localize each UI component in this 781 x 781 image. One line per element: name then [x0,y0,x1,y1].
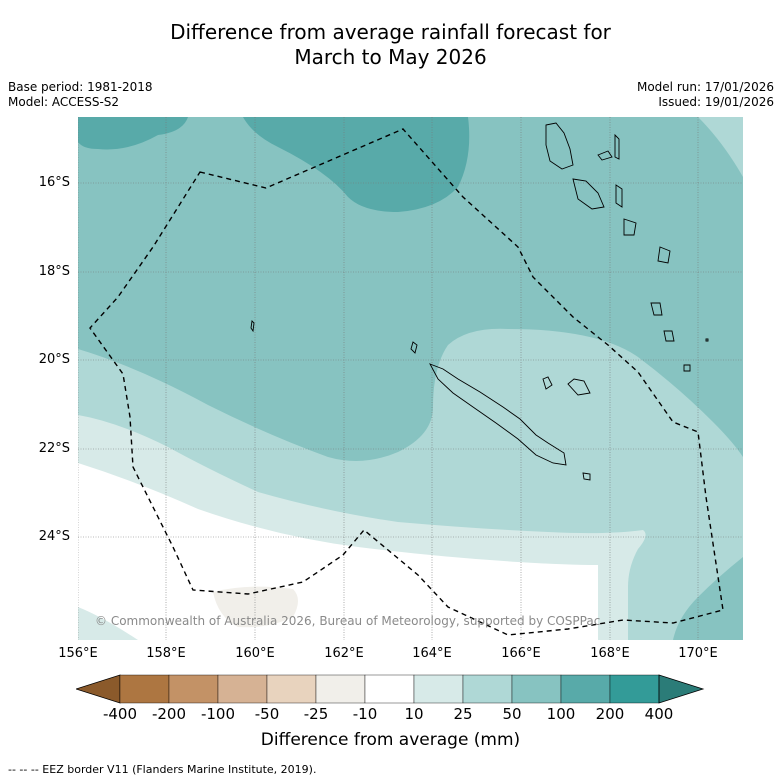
model-name: Model: ACCESS-S2 [8,95,120,109]
colorbar-tick: 50 [502,705,522,723]
hunter-island [705,338,709,342]
loyalty-island-lifou [567,378,591,396]
colorbar-tick: -10 [352,705,378,723]
shade-neg-10-25 [213,586,298,628]
base-period: Base period: 1981-2018 [8,80,153,94]
shade-100-200-north [243,117,470,212]
colorbar [76,674,705,704]
loyalty-island-mare [582,472,591,481]
lon-label: 162°E [324,646,364,661]
lat-label: 20°S [38,352,70,367]
vanuatu-maewo [614,133,620,160]
colorbar-title: Difference from average (mm) [260,730,521,750]
colorbar-tick: 100 [546,705,576,723]
issued-date: Issued: 19/01/2026 [658,95,774,109]
shade-50-100-south-right [673,557,743,640]
loyalty-island-ouvea [542,376,553,390]
vanuatu-pentecost [615,184,623,208]
lat-label: 16°S [38,175,70,190]
lat-label: 24°S [38,529,70,544]
chart-title: Difference from average rainfall forecas… [0,20,781,70]
lon-label: 166°E [501,646,541,661]
vanuatu-efate [623,218,637,236]
rainfall-map [78,117,743,640]
colorbar-tick: -100 [200,705,236,723]
title-line-2: March to May 2026 [294,45,487,69]
colorbar-bin-pos-25 [462,674,513,704]
vanuatu-malakula [572,178,605,210]
lon-label: 164°E [412,646,452,661]
meta-left: Base period: 1981-2018 Model: ACCESS-S2 [8,80,153,110]
colorbar-bin-neutral [364,674,415,704]
shade-25-50-top-right [698,117,743,177]
colorbar-tick: 400 [644,705,674,723]
shade-10-25-southwest [78,607,138,640]
shade-neutral [78,463,598,640]
eez-footnote: -- -- -- EEZ border V11 (Flanders Marine… [8,763,317,776]
lat-label: 18°S [38,264,70,279]
model-run: Model run: 17/01/2026 [636,80,774,94]
title-line-1: Difference from average rainfall forecas… [170,20,611,44]
colorbar-bin-neg-200 [168,674,219,704]
vanuatu-anatom [663,330,675,342]
colorbar-bin-neg-100 [217,674,268,704]
colorbar-bin-pos-200 [609,674,660,704]
vanuatu-tanna [650,302,663,316]
colorbar-tick: -200 [151,705,187,723]
shade-100-200-northwest [78,117,188,150]
colorbar-tick: -50 [254,705,280,723]
vanuatu-espiritu-santo [545,122,574,170]
copyright-notice: © Commonwealth of Australia 2026, Bureau… [95,614,601,628]
colorbar-tick: -400 [102,705,138,723]
colorbar-tick: 25 [453,705,473,723]
lon-label: 158°E [146,646,186,661]
lat-label: 22°S [38,441,70,456]
meta-right: Model run: 17/01/2026 Issued: 19/01/2026 [637,80,774,110]
lon-label: 156°E [58,646,98,661]
colorbar-tick: 10 [404,705,424,723]
colorbar-bin-pos-100 [560,674,611,704]
vanuatu-ambae [597,150,613,161]
colorbar-tick: -25 [303,705,329,723]
walpole-island [683,364,691,372]
vanuatu-erromango [657,246,671,264]
colorbar-tick: 200 [595,705,625,723]
eez-border [89,128,724,636]
new-caledonia-coast [429,363,567,466]
colorbar-arrow-high [658,674,705,704]
lon-label: 168°E [590,646,630,661]
colorbar-bin-neg-25 [315,674,366,704]
colorbar-bin-neg-400 [119,674,170,704]
belep-islands [410,341,418,354]
colorbar-bin-pos-10 [413,674,464,704]
chesterfield-islands [250,320,255,333]
colorbar-bin-neg-50 [266,674,317,704]
colorbar-bin-pos-50 [511,674,562,704]
lon-label: 170°E [678,646,718,661]
lon-label: 160°E [235,646,275,661]
colorbar-arrow-low [76,674,121,704]
